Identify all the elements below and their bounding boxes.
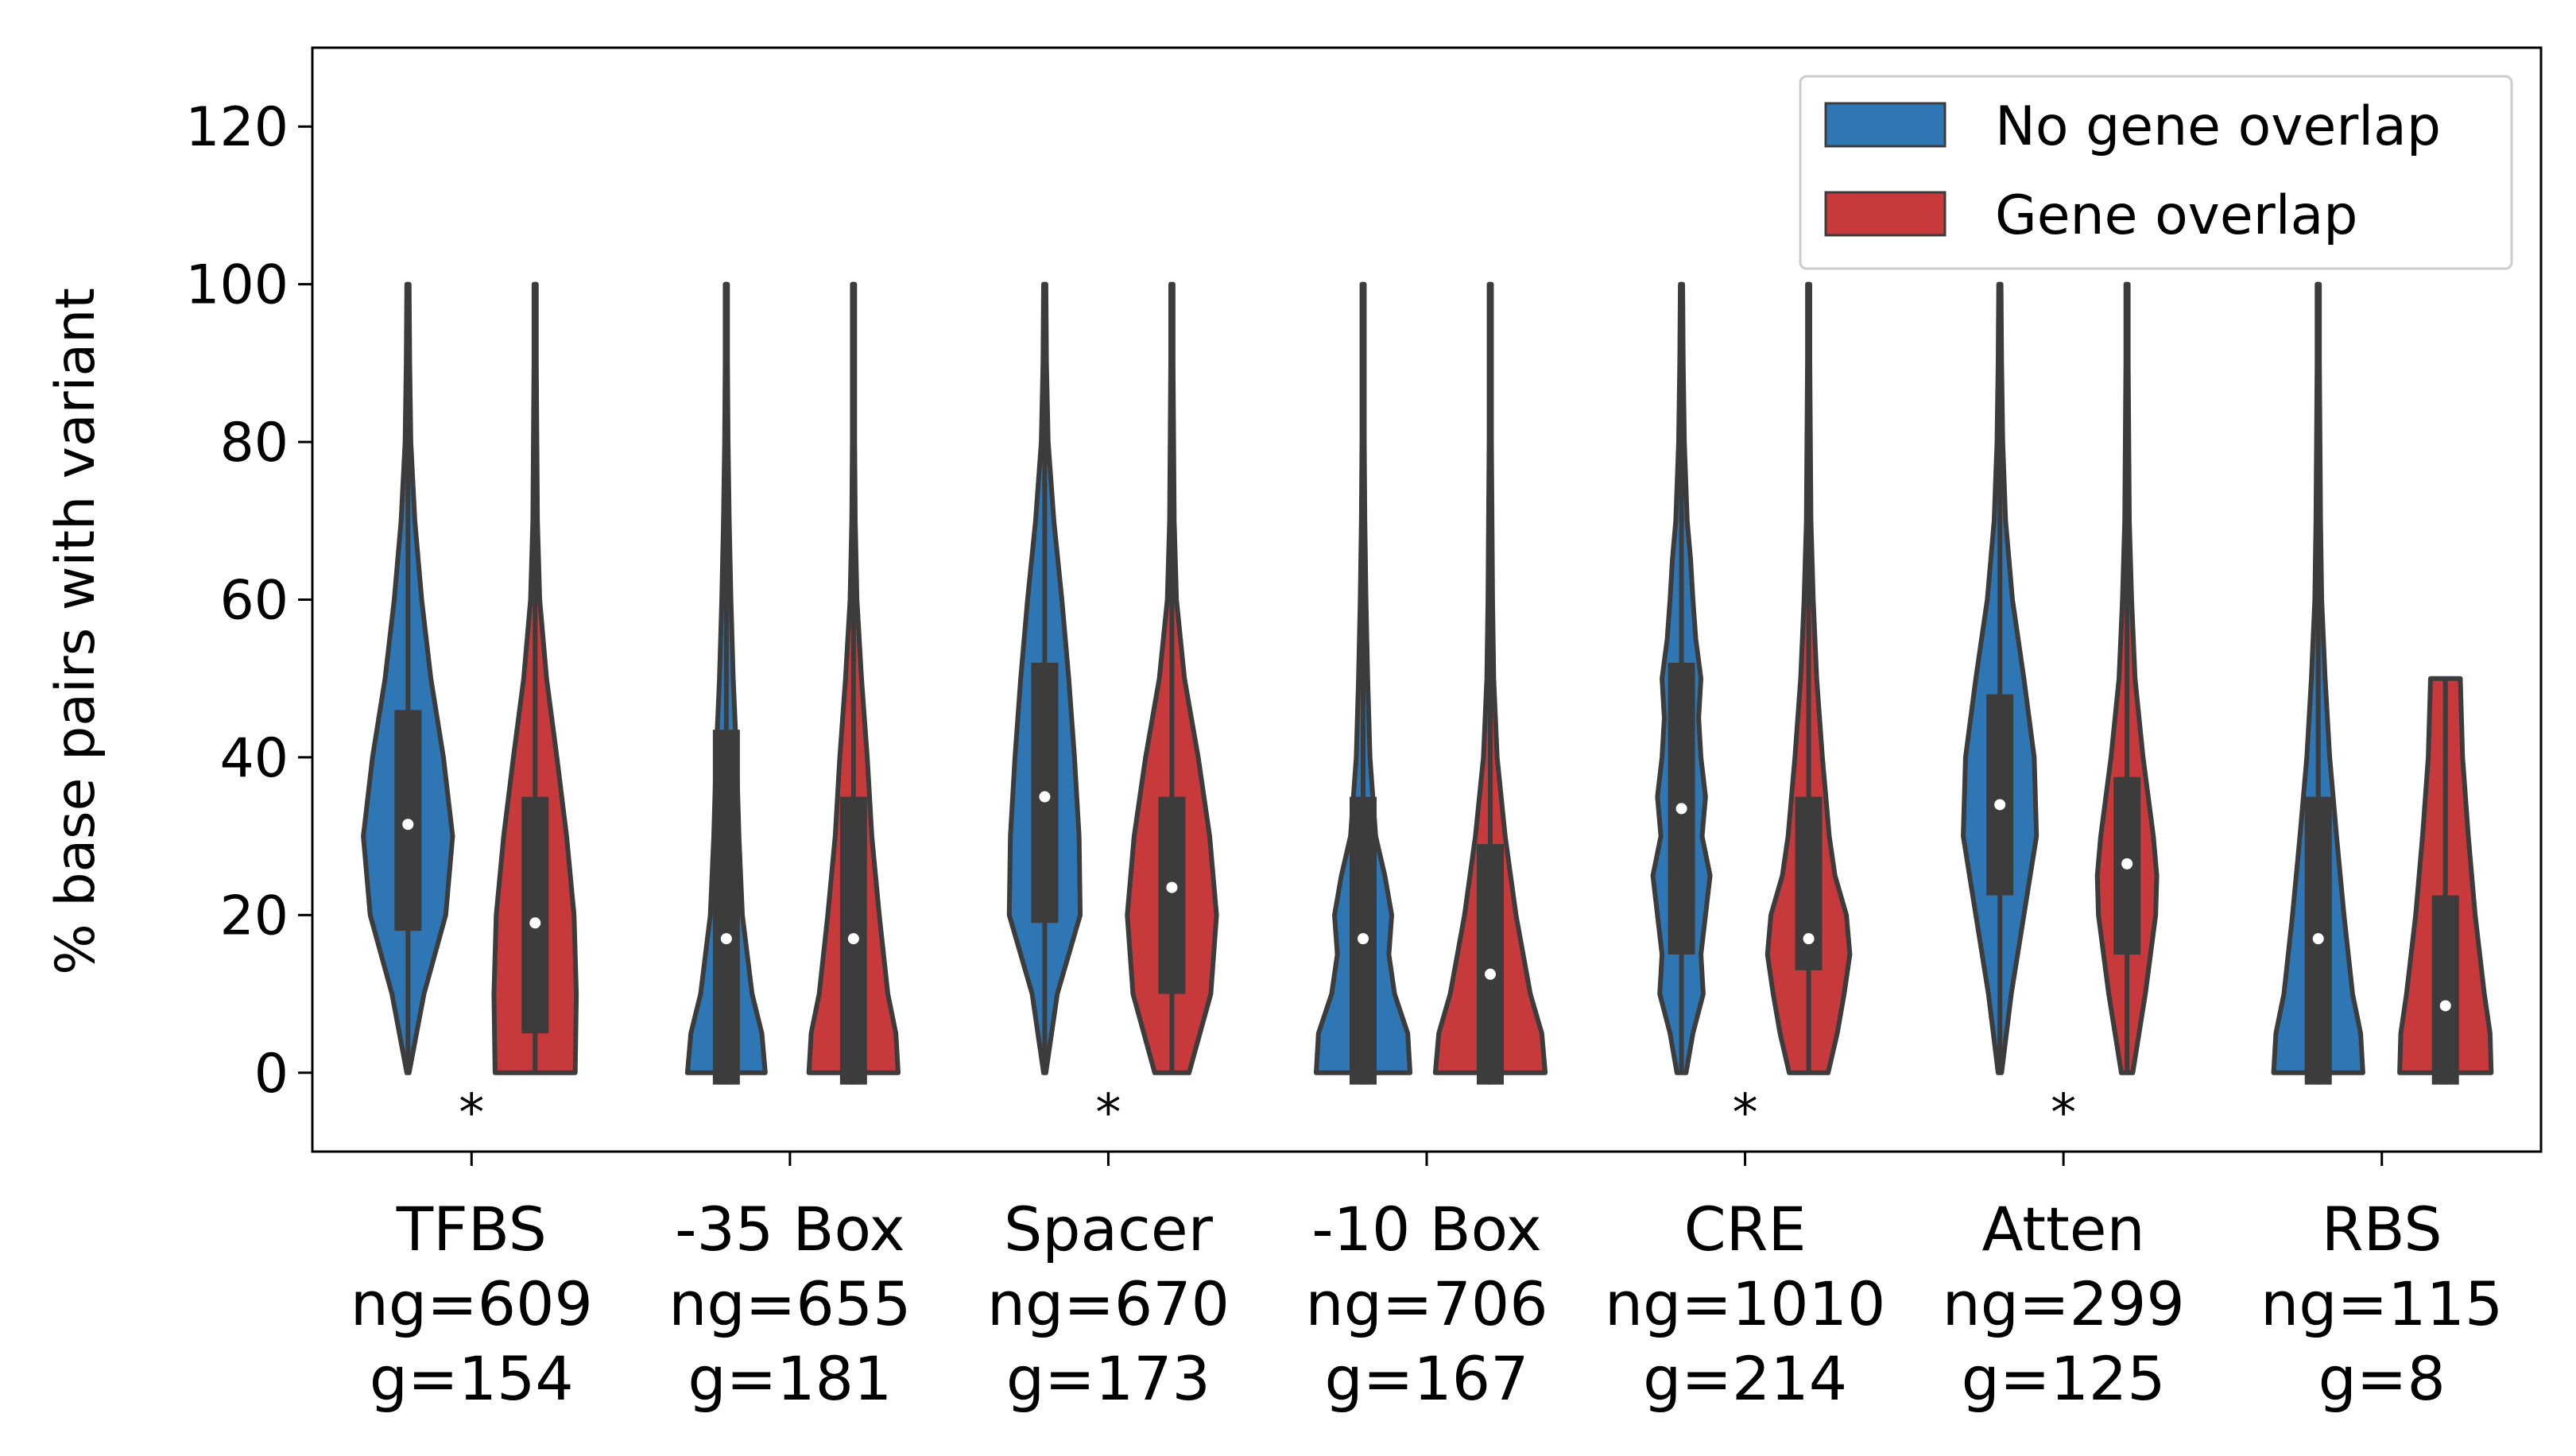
x-tick-label: Spacer: [1004, 1194, 1214, 1264]
y-tick-label: 120: [185, 96, 289, 159]
violin-iqr-box: [1986, 694, 2014, 896]
x-tick-label: ng=115: [2260, 1268, 2503, 1339]
x-tick-label: Atten: [1982, 1194, 2145, 1264]
violin-no_gene_overlap: [1313, 281, 1413, 1085]
legend-swatch-gene-overlap: [1824, 191, 1947, 237]
violin-no_gene_overlap: [1006, 281, 1083, 1075]
violin-median-dot: [2121, 858, 2133, 869]
y-tick-label: 20: [219, 885, 289, 947]
legend-label-no-gene-overlap: No gene overlap: [1995, 95, 2441, 158]
violin-gene_overlap: [1764, 281, 1853, 1075]
x-tick-label: -10 Box: [1311, 1194, 1542, 1264]
violin-median-dot: [2439, 1000, 2451, 1012]
significance-marks-layer: * * * *: [459, 1084, 2076, 1143]
significance-asterisk: *: [2051, 1084, 2076, 1143]
violins-layer: [361, 281, 2494, 1085]
x-tick-label: ng=299: [1943, 1268, 2185, 1339]
violin-median-dot: [1803, 933, 1815, 945]
violin-iqr-box: [1158, 796, 1186, 994]
violin-gene_overlap: [491, 281, 579, 1075]
violin-no_gene_overlap: [1961, 281, 2039, 1075]
violin-no_gene_overlap: [684, 281, 768, 1085]
x-tick-label: g=214: [1643, 1343, 1847, 1414]
legend-label-gene-overlap: Gene overlap: [1995, 184, 2357, 247]
significance-asterisk: *: [459, 1084, 484, 1143]
violin-iqr-box: [521, 796, 549, 1034]
legend-swatch-no-gene-overlap: [1824, 102, 1947, 148]
violin-iqr-box: [712, 730, 740, 1085]
violin-median-dot: [1485, 968, 1496, 980]
x-tick-label: g=154: [370, 1343, 574, 1414]
violin-median-dot: [1039, 791, 1051, 803]
x-tick-label: TFBS: [396, 1194, 547, 1264]
x-tick-label: ng=655: [668, 1268, 911, 1339]
violin-iqr-box: [2431, 895, 2459, 1085]
violin-no_gene_overlap: [2271, 281, 2365, 1085]
x-tick-label: g=181: [688, 1343, 892, 1414]
violin-no_gene_overlap: [1650, 281, 1713, 1075]
x-tick-label: ng=609: [351, 1268, 593, 1339]
violin-gene_overlap: [806, 281, 901, 1085]
violin-median-dot: [1994, 799, 2006, 811]
y-tick-label: 60: [219, 570, 289, 633]
legend: No gene overlap Gene overlap: [1799, 75, 2513, 270]
x-tick-label: -35 Box: [675, 1194, 905, 1264]
violin-median-dot: [529, 917, 541, 929]
significance-asterisk: *: [1095, 1084, 1121, 1143]
violin-gene_overlap: [1432, 281, 1548, 1085]
violin-median-dot: [1166, 881, 1178, 893]
y-tick-label: 40: [219, 727, 289, 790]
x-tick-label: ng=670: [987, 1268, 1230, 1339]
violin-gene_overlap: [2397, 676, 2494, 1085]
violin-median-dot: [2312, 933, 2324, 945]
violin-median-dot: [402, 819, 414, 831]
x-tick-label: g=125: [1962, 1343, 2166, 1414]
x-tick-label: CRE: [1684, 1194, 1807, 1264]
y-tick-label: 80: [219, 412, 289, 474]
y-axis-label: % base pairs with variant: [45, 288, 107, 975]
violin-iqr-box: [1477, 844, 1504, 1085]
x-tick-label: RBS: [2322, 1194, 2442, 1264]
y-tick-label: 100: [185, 254, 289, 317]
x-tick-label: ng=706: [1305, 1268, 1548, 1339]
violin-gene_overlap: [2094, 281, 2160, 1075]
violin-gene_overlap: [1125, 281, 1219, 1075]
violin-median-dot: [1675, 803, 1687, 815]
x-tick-label: g=173: [1006, 1343, 1211, 1414]
violin-median-dot: [847, 933, 859, 945]
violin-no_gene_overlap: [361, 281, 455, 1075]
legend-box: [1799, 75, 2513, 270]
x-tick-label: g=167: [1325, 1343, 1529, 1414]
violin-median-dot: [1358, 933, 1369, 945]
x-tick-label: ng=1010: [1605, 1268, 1886, 1339]
significance-asterisk: *: [1733, 1084, 1758, 1143]
y-tick-label: 0: [254, 1043, 289, 1106]
violin-median-dot: [720, 933, 732, 945]
x-tick-label: g=8: [2318, 1343, 2446, 1414]
y-axis: 0 20 40 60 80 100 120: [185, 96, 312, 1106]
